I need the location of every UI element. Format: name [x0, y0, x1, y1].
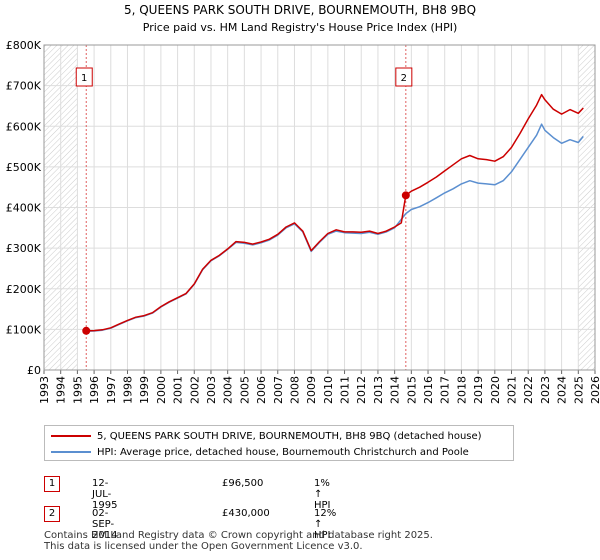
legend-label-property: 5, QUEENS PARK SOUTH DRIVE, BOURNEMOUTH,… [97, 430, 482, 442]
x-tick-label: 2002 [188, 376, 201, 404]
sale-marker-badge [395, 67, 413, 87]
y-tick-label: £300K [6, 242, 42, 255]
transaction-price: £430,000 [222, 508, 270, 519]
x-tick-label: 2012 [355, 376, 368, 404]
y-tick-label: £700K [6, 80, 42, 93]
transaction-price: £96,500 [222, 478, 264, 489]
x-tick-label: 2013 [372, 376, 385, 404]
legend: 5, QUEENS PARK SOUTH DRIVE, BOURNEMOUTH,… [44, 425, 514, 461]
series-line-property [86, 93, 584, 332]
x-tick-label: 1998 [121, 376, 134, 404]
x-tick-label: 1993 [38, 376, 51, 404]
footer-licence: This data is licensed under the Open Gov… [44, 541, 363, 552]
transaction-date: 02-SEP-2014 [92, 508, 118, 541]
x-tick-label: 1995 [71, 376, 84, 404]
y-tick-label: £200K [6, 283, 42, 296]
sale-point [401, 191, 410, 200]
x-tick-label: 2011 [339, 376, 352, 404]
y-tick-label: £400K [6, 202, 42, 215]
transaction-badge: 2 [44, 506, 60, 522]
legend-item-hpi: HPI: Average price, detached house, Bour… [51, 444, 469, 460]
x-tick-label: 2010 [322, 376, 335, 404]
x-tick-label: 2003 [205, 376, 218, 404]
sale-marker-label: 1 [81, 73, 87, 84]
x-tick-label: 1994 [55, 376, 68, 404]
x-tick-label: 2004 [222, 376, 235, 404]
x-tick-label: 2000 [155, 376, 168, 404]
footer: Contains HM Land Registry data © Crown c… [44, 530, 433, 552]
x-tick-label: 2016 [422, 376, 435, 404]
footer-copyright: Contains HM Land Registry data © Crown c… [44, 530, 433, 541]
x-tick-label: 2019 [472, 376, 485, 404]
chart-title: 5, QUEENS PARK SOUTH DRIVE, BOURNEMOUTH,… [124, 3, 476, 17]
x-tick-label: 2008 [288, 376, 301, 404]
legend-swatch-hpi [51, 451, 91, 453]
x-tick-label: 2017 [439, 376, 452, 404]
y-tick-label: £800K [6, 39, 42, 52]
x-tick-label: 2026 [589, 376, 600, 404]
sale-marker-label: 2 [401, 73, 407, 84]
sale-point [82, 326, 91, 335]
x-tick-label: 2023 [539, 376, 552, 404]
y-tick-label: £0 [27, 364, 41, 377]
x-tick-label: 2001 [172, 376, 185, 404]
y-tick-label: £500K [6, 161, 42, 174]
x-tick-label: 2020 [489, 376, 502, 404]
legend-item-property: 5, QUEENS PARK SOUTH DRIVE, BOURNEMOUTH,… [51, 428, 482, 444]
transaction-badge: 1 [44, 476, 60, 492]
legend-swatch-property [51, 435, 91, 437]
transaction-hpi: 1% ↑ HPI [314, 478, 331, 511]
x-tick-label: 1997 [105, 376, 118, 404]
x-tick-label: 1996 [88, 376, 101, 404]
x-tick-label: 2015 [405, 376, 418, 404]
chart-subtitle: Price paid vs. HM Land Registry's House … [143, 21, 458, 34]
y-tick-label: £600K [6, 120, 42, 133]
x-tick-label: 2022 [522, 376, 535, 404]
transaction-date: 12-JUL-1995 [92, 478, 118, 511]
x-tick-label: 2024 [556, 376, 569, 404]
legend-label-hpi: HPI: Average price, detached house, Bour… [97, 446, 469, 458]
x-tick-label: 2021 [506, 376, 519, 404]
x-tick-label: 2009 [305, 376, 318, 404]
y-tick-label: £100K [6, 323, 42, 336]
x-tick-label: 2014 [389, 376, 402, 404]
sale-marker-badge [75, 67, 93, 87]
x-tick-label: 2007 [272, 376, 285, 404]
price-chart: 5, QUEENS PARK SOUTH DRIVE, BOURNEMOUTH,… [6, 3, 600, 404]
x-tick-label: 2018 [455, 376, 468, 404]
x-tick-label: 2005 [238, 376, 251, 404]
x-tick-label: 2006 [255, 376, 268, 404]
x-tick-label: 2025 [572, 376, 585, 404]
plot-frame [43, 44, 596, 371]
x-tick-label: 1999 [138, 376, 151, 404]
transaction-hpi: 12% ↑ HPI [314, 508, 337, 541]
